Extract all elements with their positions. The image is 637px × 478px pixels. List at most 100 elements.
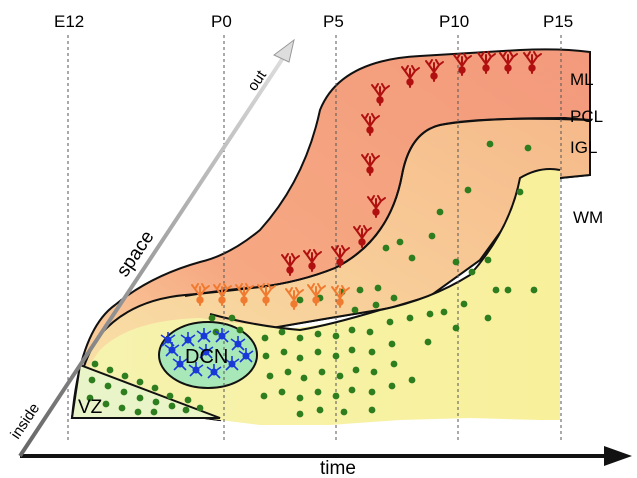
granule-cell	[516, 188, 524, 196]
granule-cell	[102, 400, 110, 408]
dcn-label: DCN	[185, 346, 228, 368]
granule-cell	[368, 388, 376, 396]
granule-cell	[228, 314, 236, 322]
granule-cell	[86, 394, 94, 402]
granule-cell	[314, 388, 322, 396]
granule-cell	[352, 366, 360, 374]
granule-cell	[208, 314, 216, 322]
granule-cell	[440, 308, 448, 316]
granule-cell	[88, 376, 96, 384]
granule-cell	[390, 360, 398, 368]
granule-cell	[390, 294, 398, 302]
granule-cell	[464, 186, 472, 194]
granule-cell	[504, 286, 512, 294]
space-axis-start: inside	[7, 400, 43, 442]
granule-cell	[296, 334, 304, 342]
granule-cell	[372, 301, 380, 309]
dcn-neuron	[160, 332, 176, 347]
granule-cell	[196, 404, 204, 412]
granule-cell	[348, 346, 356, 354]
granule-cell	[382, 244, 390, 252]
granule-cell	[262, 352, 270, 360]
label-ml: ML	[570, 70, 594, 89]
granule-cell	[484, 314, 492, 322]
granule-cell	[266, 372, 274, 380]
granule-cell	[386, 318, 394, 326]
dcn-neuron	[230, 336, 246, 351]
granule-cell	[492, 286, 500, 294]
granule-cell	[406, 314, 414, 322]
granule-cell	[168, 402, 176, 410]
dcn-neuron	[164, 342, 180, 357]
label-igl: IGL	[570, 138, 597, 157]
granule-cell	[348, 386, 356, 394]
tick-e12: E12	[54, 12, 84, 31]
tick-p10: P10	[439, 12, 469, 31]
granule-cell	[151, 384, 159, 392]
granule-cell	[136, 394, 144, 402]
granule-cell	[316, 406, 324, 414]
granule-cell	[280, 348, 288, 356]
granule-cell	[452, 324, 460, 332]
dcn-neuron	[172, 356, 188, 371]
label-pcl: PCL	[570, 107, 603, 126]
granule-cell	[118, 404, 126, 412]
granule-cell	[336, 372, 344, 380]
granule-cell	[296, 296, 304, 304]
space-axis	[18, 38, 295, 458]
granule-cell	[340, 408, 348, 416]
granule-cell	[278, 388, 286, 396]
granule-cell	[468, 268, 476, 276]
granule-cell	[530, 286, 538, 294]
dcn-neuron	[196, 328, 212, 343]
granule-cell	[134, 408, 142, 416]
granule-cell	[368, 406, 376, 414]
granule-cell	[152, 398, 160, 406]
dcn-neuron	[206, 364, 222, 379]
label-wm: WM	[573, 208, 603, 227]
granule-cell	[452, 258, 460, 266]
dcn-neuron	[180, 332, 196, 347]
granule-cell	[106, 366, 114, 374]
time-point-labels: E12 P0 P5 P10 P15	[54, 12, 573, 31]
granule-cell	[484, 256, 492, 264]
granule-cell	[296, 394, 304, 402]
granule-cell	[314, 348, 322, 356]
granule-cell	[296, 410, 304, 418]
granule-cell	[374, 284, 382, 292]
granule-cell	[486, 140, 494, 148]
granule-cell	[150, 408, 158, 416]
granule-cells	[86, 140, 538, 418]
granule-cell	[428, 232, 436, 240]
granule-cell	[284, 368, 292, 376]
granule-cell	[436, 208, 444, 216]
granule-cell	[370, 368, 378, 376]
granule-cell	[408, 376, 416, 384]
tick-p5: P5	[323, 12, 344, 31]
granule-cell	[408, 254, 416, 262]
granule-cell	[184, 396, 192, 404]
granule-cell	[318, 368, 326, 376]
granule-cell	[524, 144, 532, 152]
granule-cell	[261, 334, 269, 342]
granule-cell	[236, 326, 244, 334]
granule-cell	[278, 328, 286, 336]
dcn-neuron	[238, 348, 254, 363]
dcn-neuron	[224, 356, 240, 371]
x-axis-title: time	[320, 458, 356, 478]
time-gridlines	[67, 35, 562, 440]
granule-cell	[424, 338, 432, 346]
granule-cell	[182, 406, 190, 414]
granule-cell	[460, 300, 468, 308]
granule-cell	[91, 360, 99, 368]
tick-p0: P0	[211, 12, 232, 31]
granule-cell	[426, 310, 434, 318]
granule-cell	[332, 332, 340, 340]
granule-cell	[166, 392, 174, 400]
granule-cell	[136, 378, 144, 386]
granule-cell	[296, 354, 304, 362]
granule-cell	[104, 382, 112, 390]
granule-cell	[356, 286, 364, 294]
dcn-neuron	[198, 344, 214, 359]
